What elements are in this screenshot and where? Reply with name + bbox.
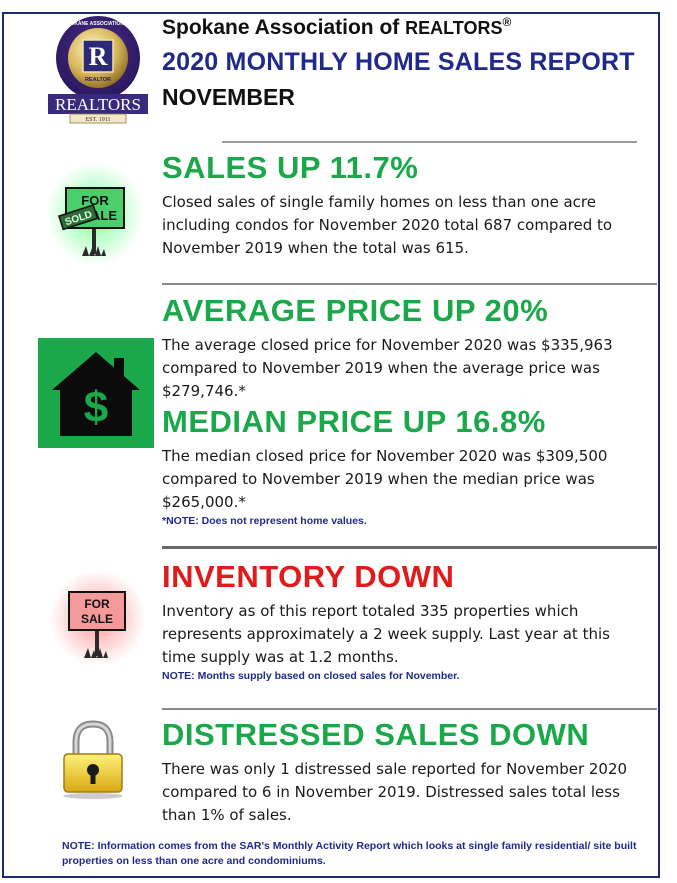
inventory-note: NOTE: Months supply based on closed sale…: [162, 670, 460, 682]
logo-letter: R: [89, 42, 108, 71]
header-divider: [222, 141, 637, 143]
org-prefix: Spokane Association of: [162, 16, 400, 39]
for-sale-sign-icon: FOR SALE: [50, 572, 146, 666]
median-heading: MEDIAN PRICE UP 16.8%: [162, 404, 546, 439]
padlock-icon: [63, 720, 123, 799]
for-sale-sold-sign-icon: FOR ALE SOLD: [46, 164, 144, 266]
report-month: NOVEMBER: [162, 84, 295, 110]
logo-est-text: EST. 1911: [86, 117, 111, 123]
inventory-heading: INVENTORY DOWN: [162, 559, 455, 594]
sign-text-for: FOR: [84, 597, 110, 611]
sales-divider: [162, 283, 657, 285]
realtors-logo: R REALTOR SPOKANE ASSOCIATION OF REALTOR…: [48, 16, 148, 124]
sales-heading: SALES UP 11.7%: [162, 150, 419, 185]
distressed-body: There was only 1 distressed sale reporte…: [162, 760, 628, 824]
median-note: *NOTE: Does not represent home values.: [162, 515, 367, 527]
logo-realtor-label: REALTOR: [85, 77, 111, 83]
logo-banner-text: REALTORS: [55, 95, 141, 114]
sign-text-for: FOR: [81, 193, 109, 208]
median-body: The median closed price for November 202…: [162, 447, 608, 511]
report-title: 2020 MONTHLY HOME SALES REPORT: [162, 48, 635, 76]
house-dollar-icon: $: [38, 338, 154, 448]
price-divider: [162, 546, 657, 549]
sign-text-ale: ALE: [91, 208, 117, 223]
inventory-body: Inventory as of this report totaled 335 …: [162, 602, 610, 666]
average-heading: AVERAGE PRICE UP 20%: [162, 293, 549, 328]
sign-text-sale: SALE: [81, 612, 113, 626]
footer-note: NOTE: Information comes from the SAR's M…: [62, 840, 637, 867]
registered-mark: ®: [502, 15, 512, 29]
distressed-heading: DISTRESSED SALES DOWN: [162, 717, 590, 752]
inventory-divider: [162, 708, 657, 710]
org-brand: REALTORS: [405, 18, 503, 38]
sales-body: Closed sales of single family homes on l…: [162, 193, 613, 257]
organization-name: Spokane Association of REALTORS®: [162, 15, 511, 40]
logo-ring-text: SPOKANE ASSOCIATION OF: [64, 21, 133, 27]
dollar-glyph: $: [84, 383, 108, 432]
average-body: The average closed price for November 20…: [162, 336, 613, 400]
